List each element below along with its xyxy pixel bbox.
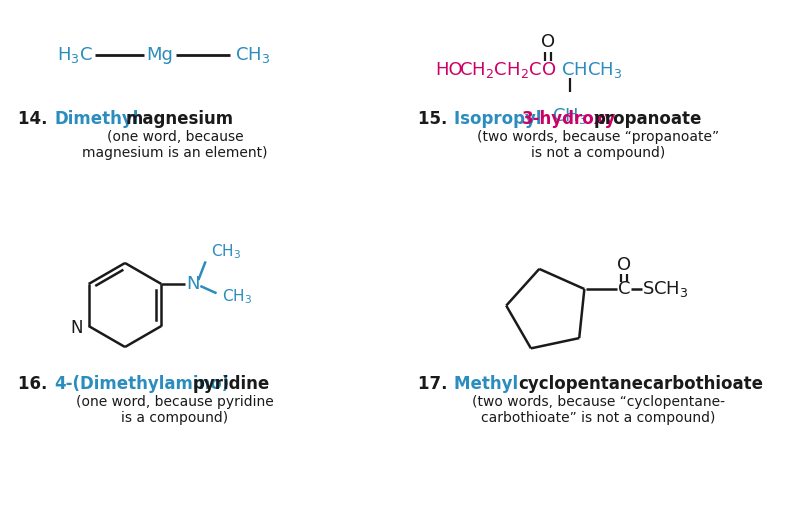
Text: O: O <box>618 256 631 274</box>
Text: carbothioate” is not a compound): carbothioate” is not a compound) <box>481 411 715 425</box>
Text: CH$_3$: CH$_3$ <box>235 45 270 65</box>
Text: N: N <box>186 275 200 293</box>
Text: (one word, because pyridine: (one word, because pyridine <box>76 395 274 409</box>
Text: 17.: 17. <box>418 375 456 393</box>
Text: 3-hydroxy: 3-hydroxy <box>522 110 616 128</box>
Text: CH$_2$CH$_2$CO: CH$_2$CH$_2$CO <box>459 60 556 80</box>
Text: 14.: 14. <box>18 110 56 128</box>
Text: N: N <box>70 319 83 337</box>
Text: propanoate: propanoate <box>594 110 702 128</box>
Text: magnesium is an element): magnesium is an element) <box>82 146 267 160</box>
Text: CHCH$_3$: CHCH$_3$ <box>561 60 622 80</box>
Text: 15.: 15. <box>418 110 456 128</box>
Text: Methyl: Methyl <box>454 375 526 393</box>
Text: cyclopentanecarbothioate: cyclopentanecarbothioate <box>518 375 763 393</box>
Text: magnesium: magnesium <box>126 110 234 128</box>
Text: Dimethyl: Dimethyl <box>54 110 139 128</box>
Text: pyridine: pyridine <box>193 375 271 393</box>
Text: CH$_3$: CH$_3$ <box>211 242 240 261</box>
Text: CH$_3$: CH$_3$ <box>221 287 252 306</box>
Text: 4-(Dimethylamino): 4-(Dimethylamino) <box>54 375 229 393</box>
Text: Isopropyl: Isopropyl <box>454 110 548 128</box>
Text: (two words, because “propanoate”: (two words, because “propanoate” <box>477 130 719 144</box>
Text: O: O <box>541 33 555 51</box>
Text: Mg: Mg <box>146 46 174 64</box>
Text: C: C <box>618 280 630 298</box>
Text: (one word, because: (one word, because <box>107 130 244 144</box>
Text: is a compound): is a compound) <box>122 411 228 425</box>
Text: CH$_3$: CH$_3$ <box>552 106 587 126</box>
Text: is not a compound): is not a compound) <box>531 146 665 160</box>
Text: HO: HO <box>435 61 462 79</box>
Text: SCH$_3$: SCH$_3$ <box>642 279 689 299</box>
Text: 16.: 16. <box>18 375 56 393</box>
Text: (two words, because “cyclopentane-: (two words, because “cyclopentane- <box>471 395 724 409</box>
Text: H$_3$C: H$_3$C <box>57 45 93 65</box>
